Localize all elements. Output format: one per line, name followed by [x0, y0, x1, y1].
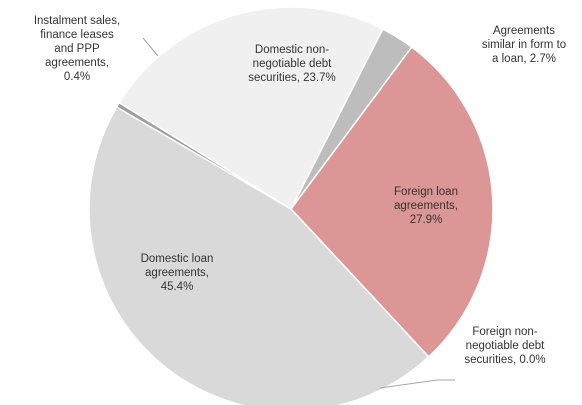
- slice-label-line: agreements,: [394, 200, 458, 212]
- slice-label-line: Agreements: [493, 25, 555, 37]
- slice-label-domestic-loan-agreements: Domestic loan agreements, 45.4%: [141, 253, 214, 293]
- slice-label-line: securities, 0.0%: [464, 354, 545, 366]
- slice-label-foreign-non-negotiable-debt-securities: Foreign non-negotiable debt securities, 0…: [464, 326, 545, 366]
- pie-slice-foreign-loan-agreements: [290, 46, 494, 358]
- slice-label-line: Instalment sales,: [34, 15, 120, 27]
- slice-label-line: 27.9%: [410, 214, 443, 226]
- slice-label-line: Foreign non-: [472, 326, 537, 338]
- pie-slice-domestic-loan-agreements: [88, 106, 430, 405]
- slice-label-line: Foreign loan: [394, 186, 458, 198]
- leader-line-foreign-non-negotiable-debt-securities: [379, 379, 455, 389]
- pie-slice-domestic-non-negotiable-debt-securities: [118, 6, 384, 210]
- slice-label-instalment-sales-finance-leases-ppp: Instalment sales, finance leases and PPP ag…: [34, 15, 120, 83]
- slice-label-line: finance leases: [40, 29, 114, 41]
- slice-label-line: negotiable debt: [253, 58, 332, 70]
- leader-lines: [142, 37, 455, 389]
- pie-slices: [88, 6, 494, 405]
- slice-label-line: agreements,: [45, 57, 109, 69]
- leader-line-instalment-sales-finance-leases-ppp: [142, 37, 159, 57]
- slice-label-line: negotiable debt: [466, 340, 545, 352]
- slice-label-line: and PPP: [54, 43, 100, 55]
- slice-label-line: 0.4%: [64, 71, 90, 83]
- slice-label-line: 45.4%: [161, 281, 194, 293]
- slice-label-line: securities, 23.7%: [248, 72, 336, 84]
- slice-label-foreign-loan-agreements: Foreign loan agreements, 27.9%: [394, 186, 458, 226]
- slice-label-line: agreements,: [145, 267, 209, 279]
- slice-label-line: Domestic non-: [255, 44, 329, 56]
- slice-label-line: similar in form to: [482, 39, 566, 51]
- slice-label-line: a loan, 2.7%: [492, 53, 556, 65]
- slice-label-line: Domestic loan: [141, 253, 214, 265]
- slice-label-agreements-similar-to-loan: Agreements similar in form to a loan, 2.7%: [482, 25, 566, 65]
- slice-labels: Agreements similar in form to a loan, 2.7%…: [34, 15, 566, 366]
- slice-label-domestic-non-negotiable-debt-securities: Domestic non-negotiable debt securities, …: [248, 44, 336, 84]
